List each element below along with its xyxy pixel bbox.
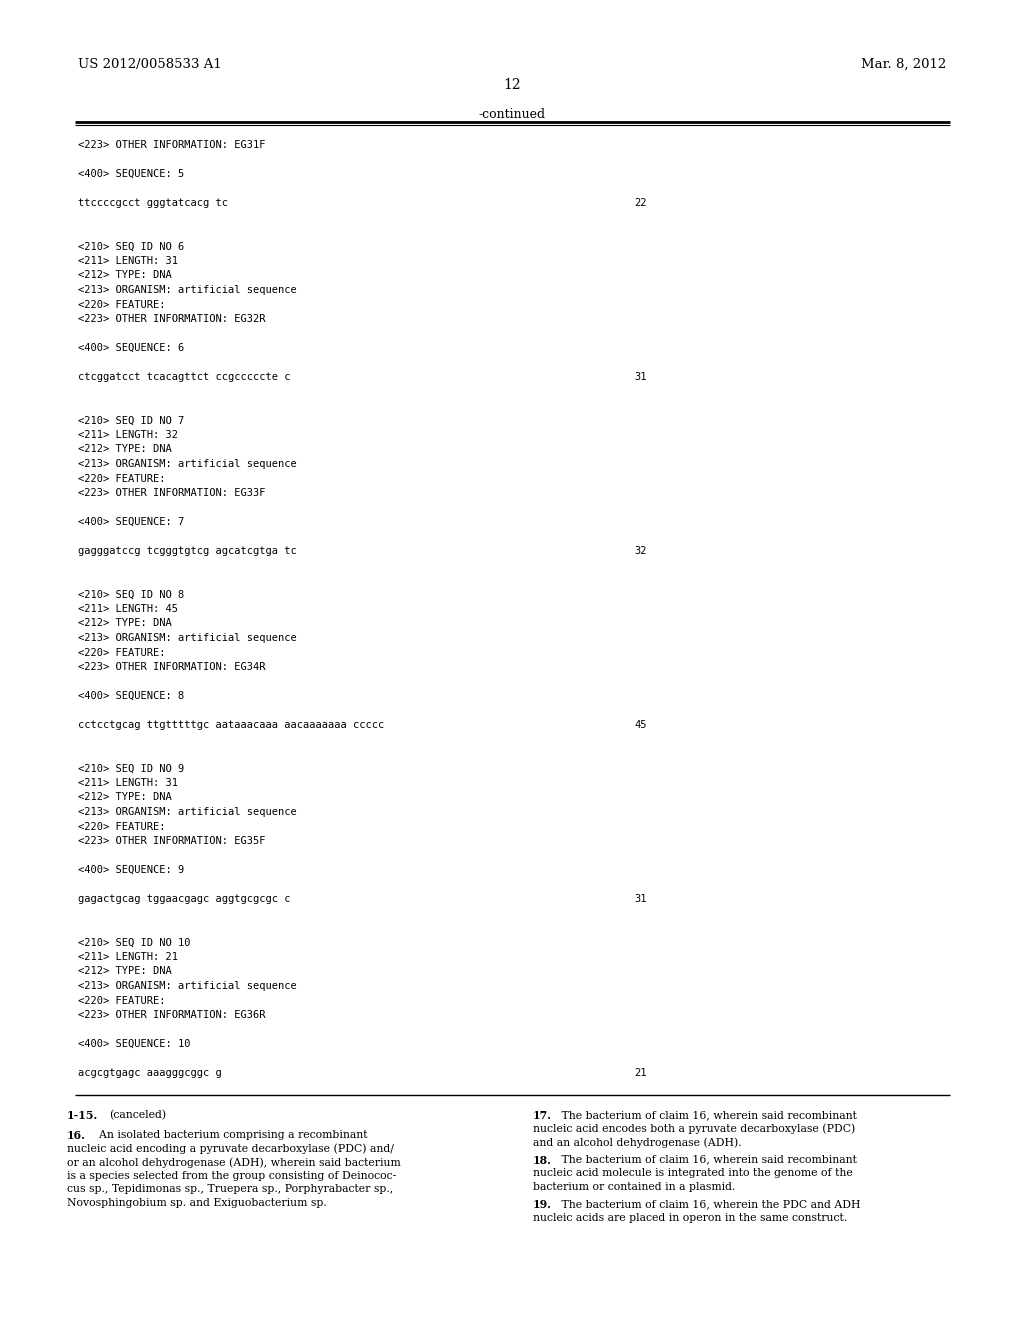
Text: Mar. 8, 2012: Mar. 8, 2012	[861, 58, 946, 71]
Text: The bacterium of claim 16, wherein the PDC and ADH: The bacterium of claim 16, wherein the P…	[558, 1199, 860, 1209]
Text: <211> LENGTH: 45: <211> LENGTH: 45	[78, 605, 178, 614]
Text: <223> OTHER INFORMATION: EG35F: <223> OTHER INFORMATION: EG35F	[78, 836, 265, 846]
Text: Novosphingobium sp. and Exiguobacterium sp.: Novosphingobium sp. and Exiguobacterium …	[67, 1197, 327, 1208]
Text: The bacterium of claim 16, wherein said recombinant: The bacterium of claim 16, wherein said …	[558, 1110, 857, 1119]
Text: -continued: -continued	[478, 108, 546, 121]
Text: <210> SEQ ID NO 6: <210> SEQ ID NO 6	[78, 242, 184, 252]
Text: 21: 21	[634, 1068, 646, 1078]
Text: bacterium or contained in a plasmid.: bacterium or contained in a plasmid.	[534, 1181, 735, 1192]
Text: 18.: 18.	[534, 1155, 552, 1166]
Text: 16.: 16.	[67, 1130, 86, 1142]
Text: <212> TYPE: DNA: <212> TYPE: DNA	[78, 271, 172, 281]
Text: <211> LENGTH: 32: <211> LENGTH: 32	[78, 430, 178, 440]
Text: <212> TYPE: DNA: <212> TYPE: DNA	[78, 445, 172, 454]
Text: <212> TYPE: DNA: <212> TYPE: DNA	[78, 792, 172, 803]
Text: (canceled): (canceled)	[109, 1110, 166, 1121]
Text: ttccccgcct gggtatcacg tc: ttccccgcct gggtatcacg tc	[78, 198, 228, 209]
Text: <210> SEQ ID NO 9: <210> SEQ ID NO 9	[78, 763, 184, 774]
Text: cus sp., Tepidimonas sp., Truepera sp., Porphyrabacter sp.,: cus sp., Tepidimonas sp., Truepera sp., …	[67, 1184, 393, 1195]
Text: <223> OTHER INFORMATION: EG36R: <223> OTHER INFORMATION: EG36R	[78, 1010, 265, 1020]
Text: <211> LENGTH: 21: <211> LENGTH: 21	[78, 952, 178, 962]
Text: <223> OTHER INFORMATION: EG34R: <223> OTHER INFORMATION: EG34R	[78, 663, 265, 672]
Text: <400> SEQUENCE: 6: <400> SEQUENCE: 6	[78, 343, 184, 352]
Text: is a species selected from the group consisting of Deinococ-: is a species selected from the group con…	[67, 1171, 396, 1181]
Text: <211> LENGTH: 31: <211> LENGTH: 31	[78, 777, 178, 788]
Text: gagactgcag tggaacgagc aggtgcgcgc c: gagactgcag tggaacgagc aggtgcgcgc c	[78, 894, 291, 904]
Text: <223> OTHER INFORMATION: EG31F: <223> OTHER INFORMATION: EG31F	[78, 140, 265, 150]
Text: <220> FEATURE:: <220> FEATURE:	[78, 648, 166, 657]
Text: <220> FEATURE:: <220> FEATURE:	[78, 300, 166, 309]
Text: 1-15.: 1-15.	[67, 1110, 98, 1121]
Text: 31: 31	[634, 894, 646, 904]
Text: <223> OTHER INFORMATION: EG33F: <223> OTHER INFORMATION: EG33F	[78, 488, 265, 498]
Text: 31: 31	[634, 372, 646, 381]
Text: <400> SEQUENCE: 7: <400> SEQUENCE: 7	[78, 517, 184, 527]
Text: <211> LENGTH: 31: <211> LENGTH: 31	[78, 256, 178, 267]
Text: <400> SEQUENCE: 10: <400> SEQUENCE: 10	[78, 1039, 190, 1049]
Text: 45: 45	[634, 719, 646, 730]
Text: nucleic acid encoding a pyruvate decarboxylase (PDC) and/: nucleic acid encoding a pyruvate decarbo…	[67, 1143, 394, 1154]
Text: nucleic acid encodes both a pyruvate decarboxylase (PDC): nucleic acid encodes both a pyruvate dec…	[534, 1123, 855, 1134]
Text: acgcgtgagc aaagggcggc g: acgcgtgagc aaagggcggc g	[78, 1068, 222, 1078]
Text: <220> FEATURE:: <220> FEATURE:	[78, 474, 166, 483]
Text: nucleic acids are placed in operon in the same construct.: nucleic acids are placed in operon in th…	[534, 1213, 847, 1222]
Text: <220> FEATURE:: <220> FEATURE:	[78, 995, 166, 1006]
Text: <210> SEQ ID NO 7: <210> SEQ ID NO 7	[78, 416, 184, 425]
Text: <220> FEATURE:: <220> FEATURE:	[78, 821, 166, 832]
Text: <213> ORGANISM: artificial sequence: <213> ORGANISM: artificial sequence	[78, 981, 297, 991]
Text: <213> ORGANISM: artificial sequence: <213> ORGANISM: artificial sequence	[78, 807, 297, 817]
Text: <213> ORGANISM: artificial sequence: <213> ORGANISM: artificial sequence	[78, 634, 297, 643]
Text: nucleic acid molecule is integrated into the genome of the: nucleic acid molecule is integrated into…	[534, 1168, 853, 1177]
Text: and an alcohol dehydrogenase (ADH).: and an alcohol dehydrogenase (ADH).	[534, 1137, 741, 1147]
Text: 12: 12	[503, 78, 521, 92]
Text: 22: 22	[634, 198, 646, 209]
Text: <210> SEQ ID NO 10: <210> SEQ ID NO 10	[78, 937, 190, 948]
Text: <213> ORGANISM: artificial sequence: <213> ORGANISM: artificial sequence	[78, 285, 297, 294]
Text: An isolated bacterium comprising a recombinant: An isolated bacterium comprising a recom…	[92, 1130, 368, 1140]
Text: <210> SEQ ID NO 8: <210> SEQ ID NO 8	[78, 590, 184, 599]
Text: <223> OTHER INFORMATION: EG32R: <223> OTHER INFORMATION: EG32R	[78, 314, 265, 323]
Text: ctcggatcct tcacagttct ccgcccccte c: ctcggatcct tcacagttct ccgcccccte c	[78, 372, 291, 381]
Text: cctcctgcag ttgtttttgc aataaacaaa aacaaaaaaa ccccc: cctcctgcag ttgtttttgc aataaacaaa aacaaaa…	[78, 719, 384, 730]
Text: gagggatccg tcgggtgtcg agcatcgtga tc: gagggatccg tcgggtgtcg agcatcgtga tc	[78, 546, 297, 556]
Text: The bacterium of claim 16, wherein said recombinant: The bacterium of claim 16, wherein said …	[558, 1155, 857, 1164]
Text: US 2012/0058533 A1: US 2012/0058533 A1	[78, 58, 222, 71]
Text: 19.: 19.	[534, 1199, 552, 1210]
Text: or an alcohol dehydrogenase (ADH), wherein said bacterium: or an alcohol dehydrogenase (ADH), where…	[67, 1158, 400, 1168]
Text: <213> ORGANISM: artificial sequence: <213> ORGANISM: artificial sequence	[78, 459, 297, 469]
Text: <400> SEQUENCE: 8: <400> SEQUENCE: 8	[78, 690, 184, 701]
Text: <212> TYPE: DNA: <212> TYPE: DNA	[78, 619, 172, 628]
Text: 17.: 17.	[534, 1110, 552, 1121]
Text: <400> SEQUENCE: 5: <400> SEQUENCE: 5	[78, 169, 184, 180]
Text: <212> TYPE: DNA: <212> TYPE: DNA	[78, 966, 172, 977]
Text: 32: 32	[634, 546, 646, 556]
Text: <400> SEQUENCE: 9: <400> SEQUENCE: 9	[78, 865, 184, 875]
